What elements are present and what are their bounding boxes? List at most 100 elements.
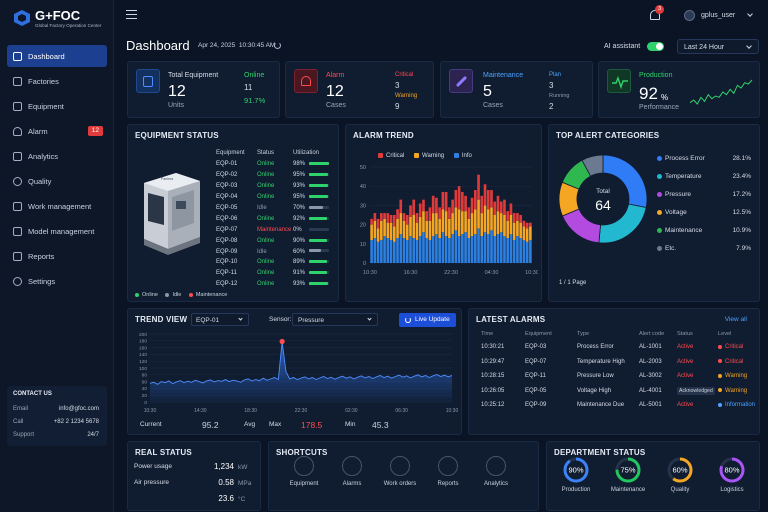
report-icon [13, 251, 22, 261]
department-quality[interactable]: 60% Quality [655, 455, 705, 493]
nav-work-management[interactable]: Work management [7, 195, 107, 217]
department-ring: 90% [563, 457, 589, 483]
equipment-row[interactable]: EQP-06 Online 92% [216, 213, 332, 224]
sensor-select[interactable]: Pressure [292, 313, 378, 326]
alarm-bar-info [386, 238, 390, 263]
equipment-col-header: Equipment [525, 330, 552, 337]
user-menu-chevron-icon[interactable] [747, 11, 753, 17]
kpi-maintenance[interactable]: Maintenance 5 Cases Plan 3 Running 2 [440, 61, 593, 118]
kpi-alarm[interactable]: Alarm 12 Cases Critical 3 Warning 9 [285, 61, 434, 118]
shortcut-work-orders[interactable]: Work orders [375, 456, 425, 487]
trend-x-tick: 02:30 [345, 408, 358, 414]
clipboard-icon [13, 201, 22, 211]
contact-phone[interactable]: +82 2 1234 5678 [53, 419, 99, 425]
shortcut-equipment-label: Equipment [289, 481, 319, 487]
trend-x-tick: 06:30 [395, 408, 408, 414]
alarm-row[interactable]: 10:30:21 EQP-03 Process Error AL-1001 Ac… [481, 340, 757, 355]
department-ring: 60% [667, 457, 693, 483]
alarm-y-tick: 50 [360, 165, 366, 171]
pie-legend-value: 10.9% [732, 227, 751, 234]
menu-icon[interactable] [126, 10, 137, 19]
equipment-row[interactable]: EQP-08 Online 90% [216, 235, 332, 246]
alarm-row[interactable]: 10:26:05 EQP-05 Voltage High AL-4001 Ack… [481, 384, 757, 399]
time-range-select[interactable]: Last 24 Hour [677, 39, 759, 54]
equipment-row[interactable]: EQP-12 Online 93% [216, 279, 332, 290]
equipment-row[interactable]: EQP-10 Online 89% [216, 257, 332, 268]
equipment-select[interactable]: EQP-01 [191, 313, 249, 326]
avatar[interactable] [684, 10, 695, 21]
alarm-bar-warning [386, 222, 390, 239]
nav-dashboard[interactable]: Dashboard [7, 45, 107, 67]
alert-code-col-header: Alert code [639, 330, 665, 337]
shortcut-analytics[interactable]: Analytics [471, 456, 521, 487]
alarm-bar-info [435, 234, 438, 263]
alarm-row[interactable]: 10:29:47 EQP-07 Temperature High AL-2003… [481, 355, 757, 370]
idle-legend-dot [165, 292, 170, 297]
shortcut-equipment[interactable]: Equipment [279, 456, 329, 487]
trend-y-tick: 160 [139, 345, 147, 351]
equipment-row[interactable]: EQP-02 Online 95% [216, 170, 332, 181]
alarm-equipment: EQP-07 [525, 358, 547, 365]
equipment-status: Online [257, 183, 275, 190]
utilization-cell: 90% [293, 235, 332, 246]
nav-factories[interactable]: Factories [7, 70, 107, 92]
nav-quality[interactable]: Quality [7, 170, 107, 192]
department-logistics[interactable]: 80% Logistics [707, 455, 757, 493]
nav-analytics[interactable]: Analytics [7, 145, 107, 167]
equipment-row[interactable]: EQP-03 Online 93% [216, 181, 332, 192]
equipment-row[interactable]: EQP-09 Idle 60% [216, 246, 332, 257]
alarm-row[interactable]: 10:28:15 EQP-11 Pressure Low AL-3002 Act… [481, 369, 757, 384]
alarm-bar-info [373, 238, 377, 263]
department-maintenance[interactable]: 75% Maintenance [603, 455, 653, 493]
alarm-bar-warning [448, 218, 451, 239]
contact-email[interactable]: info@gfoc.com [58, 406, 99, 412]
nav-model-management[interactable]: Model management [7, 220, 107, 242]
kpi-equipment-online-value: 11 [244, 83, 253, 92]
nav-alarm[interactable]: Alarm 12 [7, 120, 107, 142]
alarm-bar-info [473, 234, 477, 263]
alarm-bar-info [389, 239, 393, 263]
alarm-status: Active [677, 402, 694, 409]
alarm-bar-warning [425, 220, 429, 239]
latest-alarms-title: LATEST ALARMS [476, 315, 546, 324]
view-all-link[interactable]: View all [724, 316, 747, 323]
kpi-total-equipment[interactable]: Total Equipment 12 Units Online 11 91.7% [127, 61, 280, 118]
alarm-bar-critical [444, 191, 448, 212]
power-usage-label: Power usage [134, 463, 172, 470]
shortcuts-title: SHORTCUTS [276, 448, 328, 457]
alarm-x-tick: 22:30 [444, 270, 458, 276]
equipment-row[interactable]: EQP-07 Maintenance 0% [216, 224, 332, 235]
equipment-row[interactable]: EQP-04 Online 95% [216, 192, 332, 203]
refresh-icon[interactable] [274, 42, 281, 49]
alarm-row[interactable]: 10:25:12 EQP-09 Maintenance Due AL-5001 … [481, 398, 757, 413]
alarm-bar-warning [461, 211, 464, 235]
contact-email-label: Email [13, 406, 29, 412]
wrench-icon [449, 69, 473, 93]
alarm-bar-critical [461, 191, 464, 212]
alarm-bar-info [441, 232, 445, 263]
alarm-status-cell: Active [677, 340, 718, 355]
nav-equipment[interactable]: Equipment [7, 95, 107, 117]
top-alert-pagination[interactable]: 1 / 1 Page [559, 280, 587, 286]
alarm-bar-warning [373, 220, 377, 239]
alarm-bar-critical [412, 199, 416, 215]
nav-settings[interactable]: Settings [7, 270, 107, 292]
equipment-row[interactable]: EQP-01 Online 98% [216, 159, 332, 170]
alarm-bar-info [370, 239, 373, 263]
equipment-row[interactable]: EQP-11 Online 91% [216, 268, 332, 279]
alarm-bar-warning [402, 220, 406, 239]
alarm-bar-warning [380, 220, 383, 240]
kpi-production[interactable]: Production 92 % Performance [598, 61, 760, 118]
alarm-time: 10:29:47 [481, 358, 505, 365]
live-update-button[interactable]: Live Update [399, 313, 456, 327]
ai-assistant-toggle[interactable] [647, 42, 664, 51]
department-production[interactable]: 90% Production [551, 455, 601, 493]
equipment-row[interactable]: EQP-05 Idle 70% [216, 203, 332, 214]
alarm-bar-warning [457, 209, 461, 237]
shortcut-reports[interactable]: Reports [423, 456, 473, 487]
trend-x-tick: 18:30 [244, 408, 257, 414]
user-name[interactable]: gplus_user [701, 12, 736, 19]
nav-reports[interactable]: Reports [7, 245, 107, 267]
shortcut-alarms[interactable]: Alarms [327, 456, 377, 487]
